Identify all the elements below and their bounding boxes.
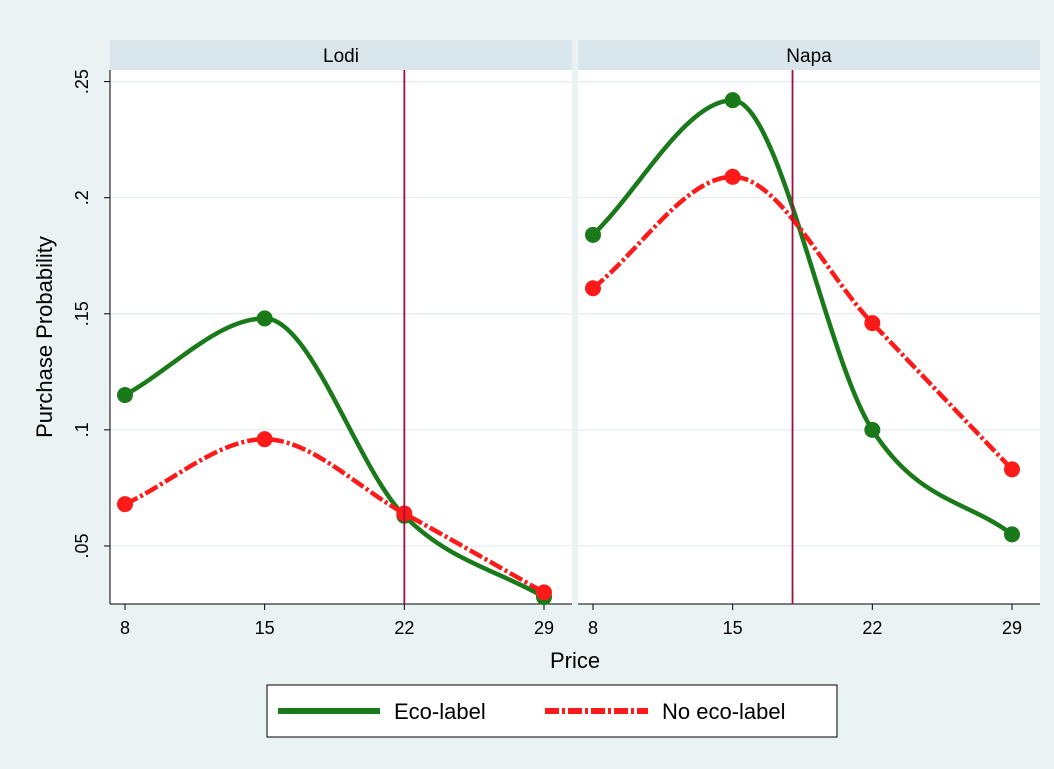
y-ticks: .05 .1 .15 .2 .25 bbox=[72, 69, 110, 558]
data-point bbox=[536, 584, 552, 601]
panel-strip-napa bbox=[578, 40, 1040, 70]
data-point bbox=[724, 168, 741, 185]
legend-label-eco-label: Eco-label bbox=[394, 699, 486, 724]
data-point bbox=[117, 496, 133, 513]
panel-napa: Napa 8 15 22 29 bbox=[578, 40, 1040, 638]
panel-strip-lodi bbox=[110, 40, 572, 70]
y-axis-title: Purchase Probability bbox=[32, 236, 57, 438]
data-point bbox=[1004, 461, 1020, 478]
legend-label-no-eco-label: No eco-label bbox=[662, 699, 786, 724]
y-tick-label: .25 bbox=[72, 69, 92, 94]
data-point bbox=[256, 310, 273, 327]
legend: Eco-label No eco-label bbox=[266, 684, 838, 738]
panel-title-napa: Napa bbox=[786, 46, 832, 67]
data-point bbox=[585, 280, 601, 297]
y-tick-label: .05 bbox=[72, 533, 92, 558]
x-tick-label: 22 bbox=[394, 618, 414, 638]
data-point bbox=[256, 431, 273, 448]
panel-lodi: Lodi .05 .1 .15 .2 .25 8 15 22 29 bbox=[72, 40, 572, 638]
data-point bbox=[864, 421, 881, 438]
x-tick-label: 8 bbox=[588, 618, 598, 638]
plot-area-lodi bbox=[110, 70, 572, 604]
x-tick-label: 22 bbox=[862, 618, 882, 638]
series-lodi bbox=[117, 310, 552, 606]
x-tick-label: 29 bbox=[534, 618, 554, 638]
gridlines-lodi bbox=[110, 81, 572, 547]
gridlines-napa bbox=[578, 81, 1040, 547]
data-point bbox=[724, 92, 741, 109]
y-tick-label: .2 bbox=[72, 190, 92, 205]
series-line-eco-label bbox=[591, 97, 1014, 537]
y-tick-label: .15 bbox=[72, 301, 92, 326]
panel-title-lodi: Lodi bbox=[323, 46, 359, 67]
x-tick-label: 8 bbox=[120, 618, 130, 638]
y-tick-label: .1 bbox=[72, 422, 92, 437]
data-point bbox=[864, 315, 881, 332]
series-line-eco-label bbox=[123, 316, 546, 599]
data-point bbox=[117, 387, 133, 404]
series-line-no-eco-label bbox=[591, 174, 1014, 471]
x-ticks-lodi: 8 15 22 29 bbox=[120, 604, 554, 638]
x-ticks-napa: 8 15 22 29 bbox=[588, 604, 1022, 638]
series-line-no-eco-label bbox=[124, 436, 546, 595]
x-tick-label: 15 bbox=[723, 618, 743, 638]
data-point bbox=[585, 226, 601, 243]
x-tick-label: 29 bbox=[1002, 618, 1022, 638]
series-napa bbox=[585, 92, 1020, 543]
plot-area-napa bbox=[578, 70, 1040, 604]
x-tick-label: 15 bbox=[255, 618, 275, 638]
data-point bbox=[1004, 526, 1020, 543]
x-axis-title: Price bbox=[550, 648, 600, 673]
